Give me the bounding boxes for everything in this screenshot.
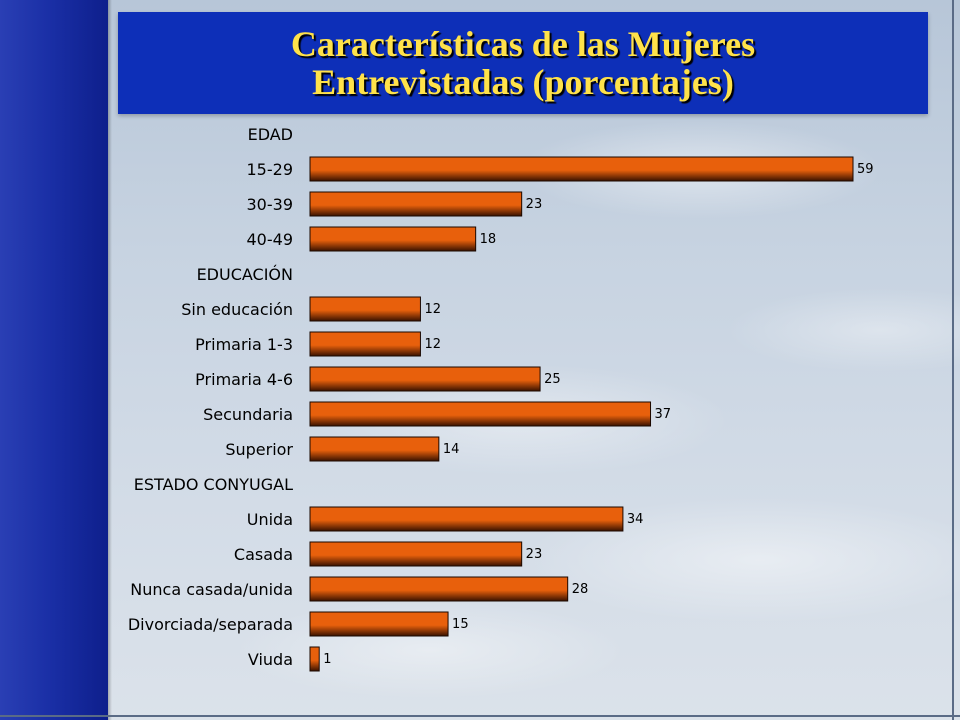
left-accent-bar	[0, 0, 108, 720]
bar-nunca-casada-unida	[309, 576, 569, 602]
value-label-unida: 34	[627, 512, 644, 527]
value-label-secundaria: 37	[655, 407, 672, 422]
category-label-casada: Casada	[234, 545, 293, 564]
bar-superior	[309, 436, 440, 462]
bar-30-39	[309, 191, 523, 217]
category-label-15-29: 15-29	[247, 160, 294, 179]
title-box: Características de las Mujeres Entrevist…	[118, 12, 928, 114]
title-line-1: Características de las Mujeres	[290, 24, 756, 64]
bar-viuda	[309, 646, 320, 672]
bar-primaria-1-3	[309, 331, 421, 357]
bar-unida	[309, 506, 624, 532]
value-label-30-39: 23	[526, 197, 543, 212]
group-label-educacion: EDUCACIÓN	[197, 265, 293, 284]
bar-sin-educacion	[309, 296, 421, 322]
value-label-primaria-1-3: 12	[424, 337, 441, 352]
category-label-nunca-casada-unida: Nunca casada/unida	[130, 580, 293, 599]
bar-casada	[309, 541, 523, 567]
group-label-estado-conyugal: ESTADO CONYUGAL	[134, 475, 293, 494]
category-label-divorciada-separada: Divorciada/separada	[128, 615, 293, 634]
title-line-2: Entrevistadas (porcentajes)	[312, 62, 734, 102]
value-label-casada: 23	[526, 547, 543, 562]
category-label-30-39: 30-39	[247, 195, 294, 214]
right-frame-line	[952, 0, 954, 720]
bar-40-49	[309, 226, 477, 252]
group-label-edad: EDAD	[248, 125, 293, 144]
bar-15-29	[309, 156, 854, 182]
value-label-40-49: 18	[480, 232, 497, 247]
value-label-primaria-4-6: 25	[544, 372, 561, 387]
value-label-15-29: 59	[857, 162, 874, 177]
value-label-sin-educacion: 12	[424, 302, 441, 317]
bar-divorciada-separada	[309, 611, 449, 637]
category-label-viuda: Viuda	[248, 650, 293, 669]
value-label-superior: 14	[443, 442, 460, 457]
category-label-unida: Unida	[247, 510, 293, 529]
category-label-superior: Superior	[225, 440, 293, 459]
value-label-divorciada-separada: 15	[452, 617, 469, 632]
bottom-frame-line	[0, 715, 960, 717]
left-accent-bar-shadow	[108, 0, 112, 720]
category-label-40-49: 40-49	[247, 230, 294, 249]
category-label-secundaria: Secundaria	[203, 405, 293, 424]
value-label-viuda: 1	[323, 652, 331, 667]
category-label-sin-educacion: Sin educación	[181, 300, 293, 319]
bar-primaria-4-6	[309, 366, 541, 392]
value-label-nunca-casada-unida: 28	[572, 582, 589, 597]
category-label-primaria-4-6: Primaria 4-6	[195, 370, 293, 389]
category-label-primaria-1-3: Primaria 1-3	[195, 335, 293, 354]
bar-secundaria	[309, 401, 652, 427]
